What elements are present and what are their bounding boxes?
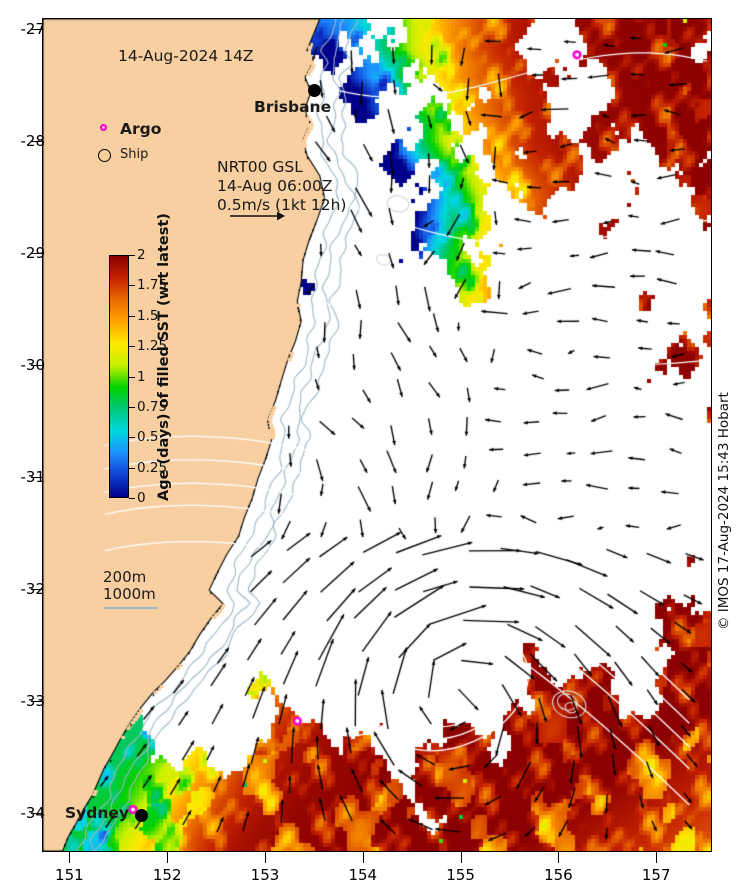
x-axis-tick-label: 157 — [641, 866, 671, 884]
x-axis-tick — [69, 852, 71, 863]
colorbar: 2 1.75 1.5 1.25 1 0.75 0.5 0.25 0 — [109, 247, 167, 506]
colorbar-tick — [129, 346, 135, 348]
current-model-time: 14-Aug 06:00Z — [217, 177, 333, 195]
current-overlay-info: NRT00 GSL 14-Aug 06:00Z 0.5m/s (1kt 12h) — [217, 158, 346, 215]
y-axis-tick-label: -32 — [20, 580, 46, 599]
x-axis-tick-label: 155 — [446, 866, 475, 884]
colorbar-tick-label: 1.75 — [137, 277, 168, 294]
y-axis-tick — [31, 141, 42, 143]
colorbar-tick — [129, 376, 135, 378]
y-axis-tick-label: -34 — [20, 804, 46, 823]
colorbar-tick — [129, 467, 135, 469]
x-axis-tick-label: 154 — [348, 866, 378, 884]
colorbar-tick-label: 1 — [137, 368, 146, 385]
x-axis-tick-label: 151 — [55, 866, 84, 884]
colorbar-tick — [129, 437, 135, 439]
current-scale-arrow-icon — [230, 211, 285, 221]
y-axis-tick — [31, 29, 42, 31]
x-axis-tick — [264, 852, 266, 863]
colorbar-tick — [129, 406, 135, 408]
x-axis-tick-label: 153 — [250, 866, 280, 884]
x-axis-tick-label: 156 — [544, 866, 573, 884]
argo-legend-marker-icon — [100, 124, 107, 131]
y-axis-tick — [31, 253, 42, 255]
colorbar-tick-label: 1.5 — [137, 307, 159, 324]
city-label-brisbane: Brisbane — [254, 98, 332, 116]
y-axis-tick-label: -29 — [20, 244, 46, 263]
city-label-sydney: Sydney — [65, 804, 130, 822]
colorbar-tick — [129, 498, 135, 499]
colorbar-tick-label: 0.25 — [137, 459, 168, 476]
y-axis-tick — [31, 365, 42, 367]
colorbar-tick-label: 1.25 — [137, 338, 168, 355]
colorbar-title: Age (days) of filled SST (wrt latest) — [156, 213, 172, 501]
colorbar-gradient — [109, 255, 129, 498]
city-marker-brisbane — [308, 84, 321, 97]
x-axis-tick — [167, 852, 169, 863]
colorbar-tick-label: 0 — [137, 490, 146, 506]
colorbar-tick — [129, 285, 135, 287]
y-axis-tick-label: -33 — [20, 692, 46, 711]
y-axis-tick-label: -30 — [20, 356, 46, 375]
colorbar-tick — [129, 315, 135, 317]
city-marker-sydney — [135, 809, 148, 822]
colorbar-tick-label: 0.75 — [137, 398, 168, 415]
colorbar-tick — [129, 255, 135, 256]
y-axis-tick-label: -28 — [20, 132, 46, 151]
y-axis-tick-label: -27 — [20, 20, 46, 39]
ship-legend-label: Ship — [120, 147, 149, 162]
x-axis-tick-label: 152 — [152, 866, 182, 884]
sst-age-raster — [43, 19, 711, 851]
bathymetry-sample-line — [104, 607, 158, 609]
ship-legend-marker-icon — [98, 149, 111, 162]
y-axis-tick — [31, 701, 42, 703]
y-axis-tick-label: -31 — [20, 468, 46, 487]
colorbar-tick-label: 0.5 — [137, 429, 159, 446]
date-stamp: 14-Aug-2024 14Z — [118, 47, 254, 65]
copyright-notice: © IMOS 17-Aug-2024 15:43 Hobart — [716, 392, 732, 630]
current-scale-value: 0.5m/s (1kt 12h) — [217, 196, 347, 214]
y-axis-tick — [31, 813, 42, 815]
argo-legend-label: Argo — [120, 120, 162, 138]
colorbar-tick-label: 2 — [137, 247, 146, 263]
x-axis-tick — [656, 852, 658, 863]
bathymetry-label-1000m: 1000m — [103, 585, 156, 603]
map-plot-area[interactable]: 14-Aug-2024 14Z Brisbane Sydney Argo Shi… — [42, 18, 712, 852]
x-axis-tick — [362, 852, 364, 863]
x-axis-tick — [460, 852, 462, 863]
bathymetry-label-200m: 200m — [103, 568, 147, 586]
y-axis-tick — [31, 477, 42, 479]
y-axis-tick — [31, 589, 42, 591]
current-model-name: NRT00 GSL — [217, 158, 303, 176]
x-axis-tick — [558, 852, 560, 863]
